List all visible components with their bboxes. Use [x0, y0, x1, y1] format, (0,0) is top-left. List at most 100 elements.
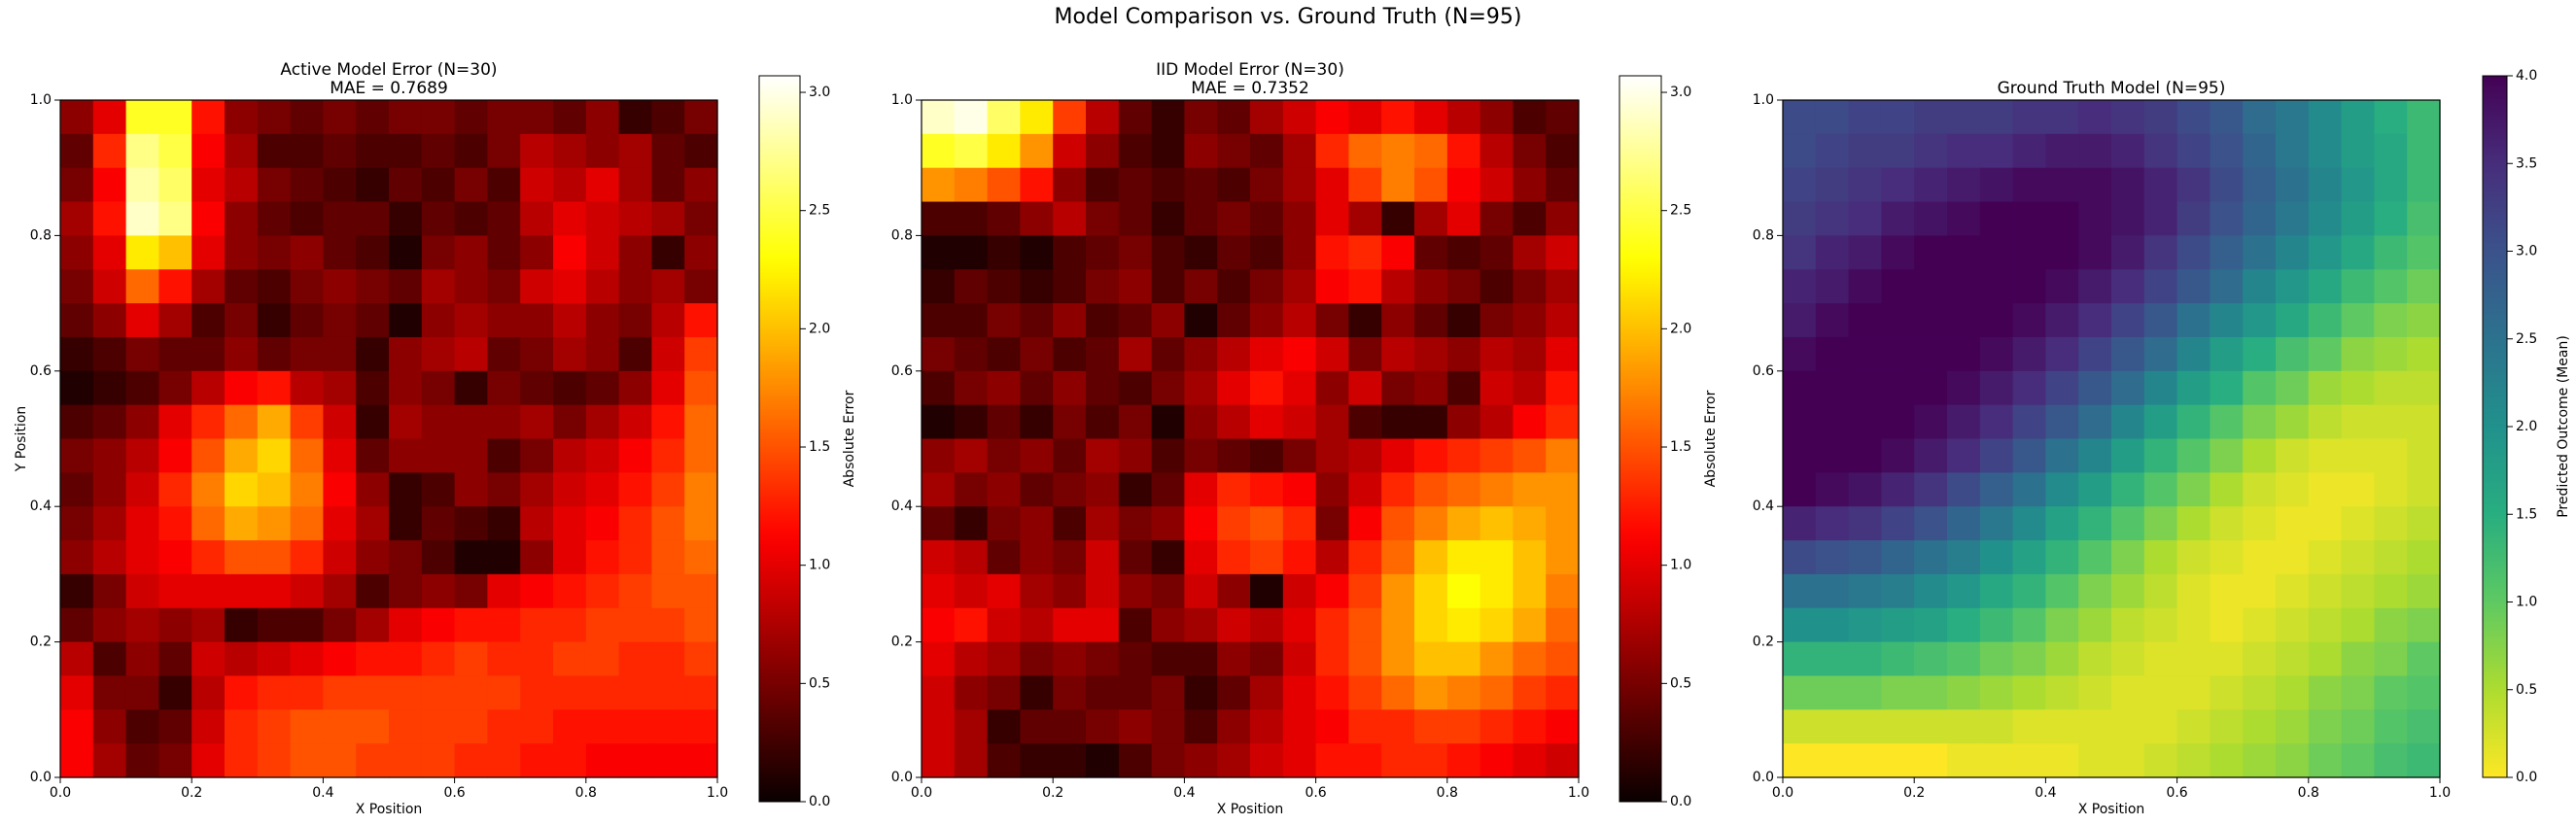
- heat-cell: [454, 303, 488, 338]
- heat-cell: [2308, 472, 2343, 507]
- heat-cell: [1815, 235, 1850, 270]
- heat-cell: [1546, 743, 1580, 778]
- heat-cell: [1118, 573, 1153, 609]
- y-tick-label: 0.6: [891, 363, 913, 379]
- heat-cell: [1381, 540, 1415, 575]
- heat-cell: [2143, 506, 2178, 541]
- heat-cell: [257, 133, 292, 169]
- heat-cell: [585, 540, 620, 575]
- heat-cell: [1513, 438, 1547, 473]
- colorbar-tick-label: 0.5: [2516, 682, 2537, 698]
- heat-cell: [585, 201, 620, 236]
- heat-cell: [922, 404, 956, 440]
- heat-cell: [125, 133, 159, 169]
- heat-cell: [1053, 743, 1087, 778]
- heat-cell: [1151, 607, 1185, 643]
- heat-cell: [2243, 540, 2277, 575]
- heat-cell: [1479, 540, 1514, 575]
- colorbar-tick-label: 1.5: [1670, 439, 1691, 455]
- heat-cell: [618, 269, 652, 304]
- heat-cell: [1315, 641, 1349, 677]
- heat-cell: [92, 641, 127, 677]
- heat-cell: [60, 472, 94, 507]
- heat-cell: [684, 641, 718, 677]
- heat-cell: [2308, 370, 2343, 406]
- heat-cell: [2374, 133, 2408, 169]
- heat-cell: [2078, 303, 2112, 338]
- heat-cell: [2276, 607, 2310, 643]
- heat-cell: [1348, 100, 1382, 135]
- heat-cell: [1979, 438, 2014, 473]
- heat-cell: [290, 506, 324, 541]
- heat-cell: [1118, 235, 1153, 270]
- heat-cell: [1184, 269, 1218, 304]
- heat-cell: [1546, 506, 1580, 541]
- heat-cell: [954, 641, 989, 677]
- heat-cell: [2012, 743, 2046, 778]
- heat-cell: [356, 201, 390, 236]
- heat-cell: [1151, 336, 1185, 372]
- heat-cell: [356, 235, 390, 270]
- heat-cell: [2407, 675, 2441, 710]
- panel-title: IID Model Error (N=30): [1156, 60, 1344, 80]
- heat-cell: [356, 438, 390, 473]
- x-tick-label: 0.2: [1903, 785, 1925, 801]
- heat-cell: [421, 540, 456, 575]
- heat-cell: [257, 303, 292, 338]
- heat-cell: [1315, 709, 1349, 744]
- heat-cell: [191, 438, 226, 473]
- heat-cell: [1914, 269, 1948, 304]
- heat-cell: [1020, 201, 1054, 236]
- heat-cell: [1282, 336, 1317, 372]
- heat-cell: [2045, 641, 2079, 677]
- heat-cell: [1250, 506, 1284, 541]
- heat-cell: [2407, 100, 2441, 135]
- heat-cell: [2045, 404, 2079, 440]
- heat-cell: [1184, 438, 1218, 473]
- heat-cell: [2374, 607, 2408, 643]
- heat-cell: [421, 133, 456, 169]
- heat-cell: [2078, 709, 2112, 744]
- y-tick-label: 0.2: [891, 635, 913, 650]
- heat-cell: [2078, 743, 2112, 778]
- heat-cell: [125, 269, 159, 304]
- heat-cell: [1282, 100, 1317, 135]
- heat-cell: [1315, 100, 1349, 135]
- heat-cell: [2012, 573, 2046, 609]
- heat-cell: [1151, 675, 1185, 710]
- heat-cell: [1381, 303, 1415, 338]
- heat-cell: [1250, 235, 1284, 270]
- colorbar-tick-label: 0.0: [2516, 770, 2537, 785]
- heat-cell: [651, 167, 685, 203]
- heat-cell: [356, 506, 390, 541]
- heat-cell: [158, 743, 192, 778]
- heat-cell: [1217, 133, 1251, 169]
- heat-cell: [1881, 269, 1915, 304]
- heat-cell: [1479, 472, 1514, 507]
- heat-cell: [1848, 167, 1882, 203]
- heat-cell: [92, 370, 127, 406]
- heat-cell: [2111, 370, 2145, 406]
- colorbar-tick-label: 4.0: [2516, 68, 2537, 84]
- heat-cell: [487, 167, 521, 203]
- heat-cell: [158, 133, 192, 169]
- heat-cell: [1947, 100, 1981, 135]
- heat-cell: [553, 506, 587, 541]
- heat-cell: [389, 404, 423, 440]
- heat-cell: [1815, 100, 1850, 135]
- heat-cell: [158, 100, 192, 135]
- heat-cell: [1979, 370, 2014, 406]
- heat-cell: [2045, 100, 2079, 135]
- colorbar-tick-label: 0.5: [809, 675, 830, 691]
- heat-cell: [954, 709, 989, 744]
- heat-cell: [2407, 370, 2441, 406]
- heat-cell: [954, 336, 989, 372]
- heat-cell: [520, 100, 554, 135]
- heat-cell: [1479, 743, 1514, 778]
- heat-cell: [1250, 641, 1284, 677]
- heat-cell: [1250, 472, 1284, 507]
- heat-cell: [1282, 235, 1317, 270]
- heat-cell: [987, 167, 1021, 203]
- heat-cell: [1250, 743, 1284, 778]
- heat-cell: [421, 336, 456, 372]
